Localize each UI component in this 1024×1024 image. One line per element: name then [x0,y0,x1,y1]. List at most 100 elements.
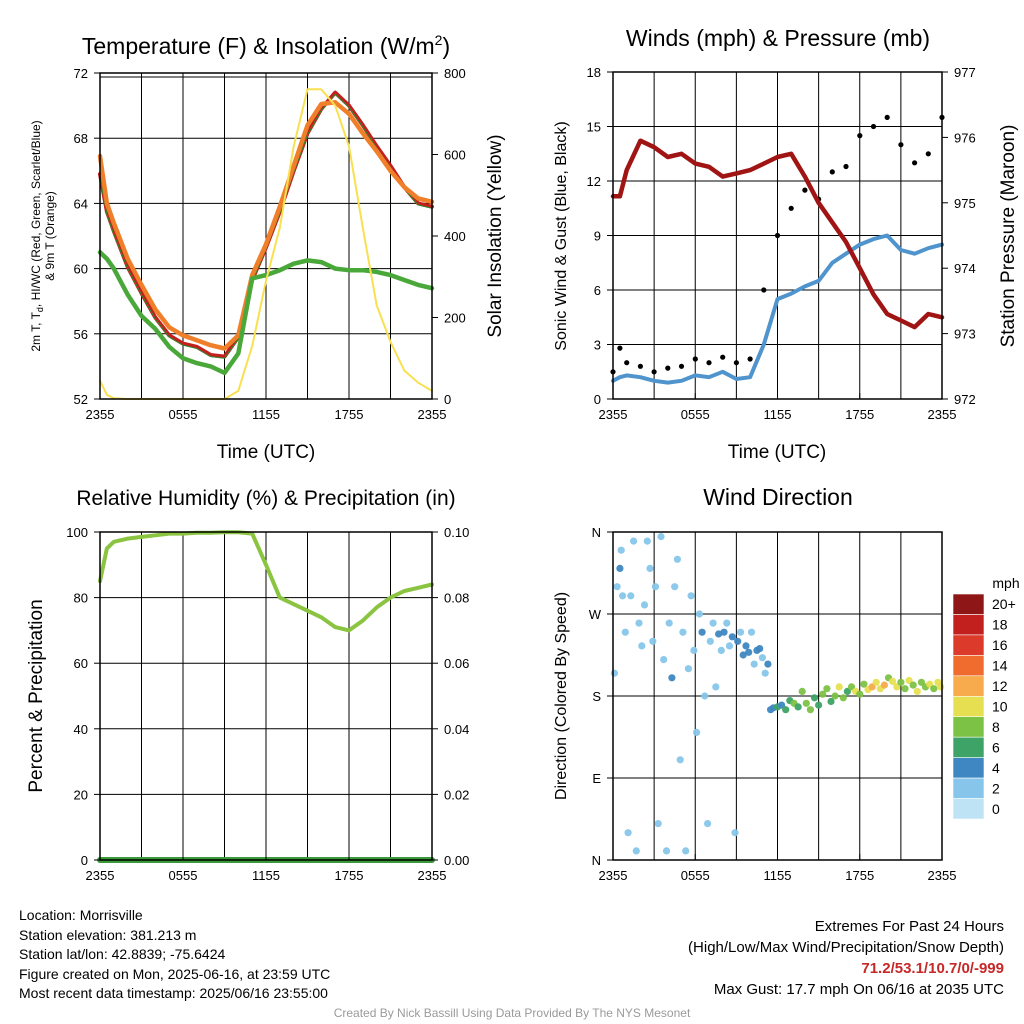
temperature-series [97,88,435,400]
extremes-info: Extremes For Past 24 Hours (High/Low/Max… [688,916,1004,1000]
direction-point [742,642,750,650]
winds-series [610,114,945,385]
y-tick-label: 12 [587,174,601,189]
direction-point [901,685,909,693]
station-info: Location: Morrisville Station elevation:… [19,906,330,1004]
direction-point [676,756,684,764]
direction-point [835,683,843,691]
y-tick-label: 3 [594,338,601,353]
direction-point [720,628,728,636]
extremes-legend: (High/Low/Max Wind/Precipitation/Snow De… [688,939,1004,956]
wind-direction-panel: Wind Direction 2355 0555 1155 1755 2355NESWN… [553,484,1020,883]
direction-point [860,680,868,688]
winds-ticks: 2355 0555 1155 1755 235503691215189729739749… [587,65,976,422]
winds-title: Winds (mph) & Pressure (mb) [626,25,930,51]
gust-point [692,356,698,362]
direction-point [624,829,632,837]
x-tick-label: 1155 [252,407,280,422]
recent-text: Most recent data timestamp: 2025/06/16 2… [19,985,328,1001]
gust-point [925,151,931,157]
humidity-ticks: 2355 0555 1155 1755 23550204060801000.000.02… [66,525,469,883]
temperature-ylabel-line1: 2m T, Td, HI/WC (Red, Green, Scarlet/Blu… [29,120,45,351]
direction-point [798,687,806,696]
latlon-text: Station lat/lon: 42.8839; -75.6424 [19,946,226,962]
direction-point [621,628,629,636]
direction-point [640,601,649,609]
gust-point [637,363,644,369]
gust-point [706,360,712,366]
y-tick-label: 56 [74,327,88,342]
x-tick-label: 1155 [764,407,792,422]
direction-point [679,628,687,636]
direction-point [917,678,926,686]
gust-point [788,205,794,211]
humidity-ylabel: Percent & Precipitation [26,599,47,792]
direction-point [704,820,712,828]
x-tick-label: 1755 [845,868,874,883]
direction-point [739,651,747,659]
direction-point [839,694,847,702]
direction-point [717,646,725,655]
y-tick-label: 72 [74,66,88,81]
elevation-text: Station elevation: 381.213 m [19,926,197,943]
direction-point [758,654,767,662]
direction-point [725,642,734,650]
colorbar-swatch [952,655,985,677]
humidity-grid [100,532,432,860]
y2-tick-label: 0.10 [444,525,469,540]
temperature-xlabel: Time (UTC) [217,442,316,463]
y-tick-label: 64 [74,196,88,211]
direction-point [632,847,640,855]
direction-point [728,633,736,641]
direction-point [810,694,819,702]
gust-point [761,287,767,293]
direction-point [868,683,876,691]
direction-point [723,619,731,627]
colorbar-label: 10 [992,699,1008,715]
direction-point [880,681,889,689]
temperature-ticks: 2355 0555 1155 1755 235552566064687202004006… [74,66,466,422]
direction-point [761,669,769,677]
colorbar-label: 14 [992,658,1008,674]
direction-point [897,678,905,686]
direction-point [701,692,709,700]
direction-point [782,706,790,714]
direction-point [712,683,720,691]
direction-point [665,619,673,627]
wind-line [611,233,944,385]
pressure-ylabel: Station Pressure (Maroon) [998,125,1019,348]
direction-point [823,685,831,693]
y-tick-label: 100 [66,525,88,540]
direction-point [627,592,635,600]
direction-point [673,555,682,563]
colorbar-label: 20+ [992,596,1016,612]
gust-point [624,360,630,366]
x-tick-label: 2355 [599,868,628,883]
insolation-ylabel: Solar Insolation (Yellow) [485,134,506,337]
direction-point [731,829,739,837]
speed-colorbar: mph 20+ 18 16 14 12 10 8 6 4 2 0 [952,575,1020,820]
extremes-title: Extremes For Past 24 Hours [814,918,1004,935]
direction-point [930,685,938,693]
y-tick-label: 52 [74,392,88,407]
direction-point [856,690,864,698]
direction-point [613,583,621,591]
direction-point [831,692,839,700]
y-tick-label: 68 [74,131,88,146]
winds-ylabel: Sonic Wind & Gust (Blue, Black) [553,121,570,350]
x-tick-label: 2355 [86,868,115,883]
y2-tick-label: 600 [444,148,466,163]
y-tick-label: 6 [594,283,601,298]
y-tick-label: N [592,525,601,540]
direction-point [815,701,823,709]
location-text: Location: Morrisville [19,907,143,923]
direction-point [662,847,671,855]
y2-tick-label: 972 [954,392,976,407]
direction-point [909,681,917,689]
colorbar-swatch [952,757,985,779]
direction-point [690,646,698,655]
colorbar-swatch [952,695,985,718]
direction-point [794,703,802,711]
dewpoint-line [97,250,435,376]
direction-point [778,701,786,709]
